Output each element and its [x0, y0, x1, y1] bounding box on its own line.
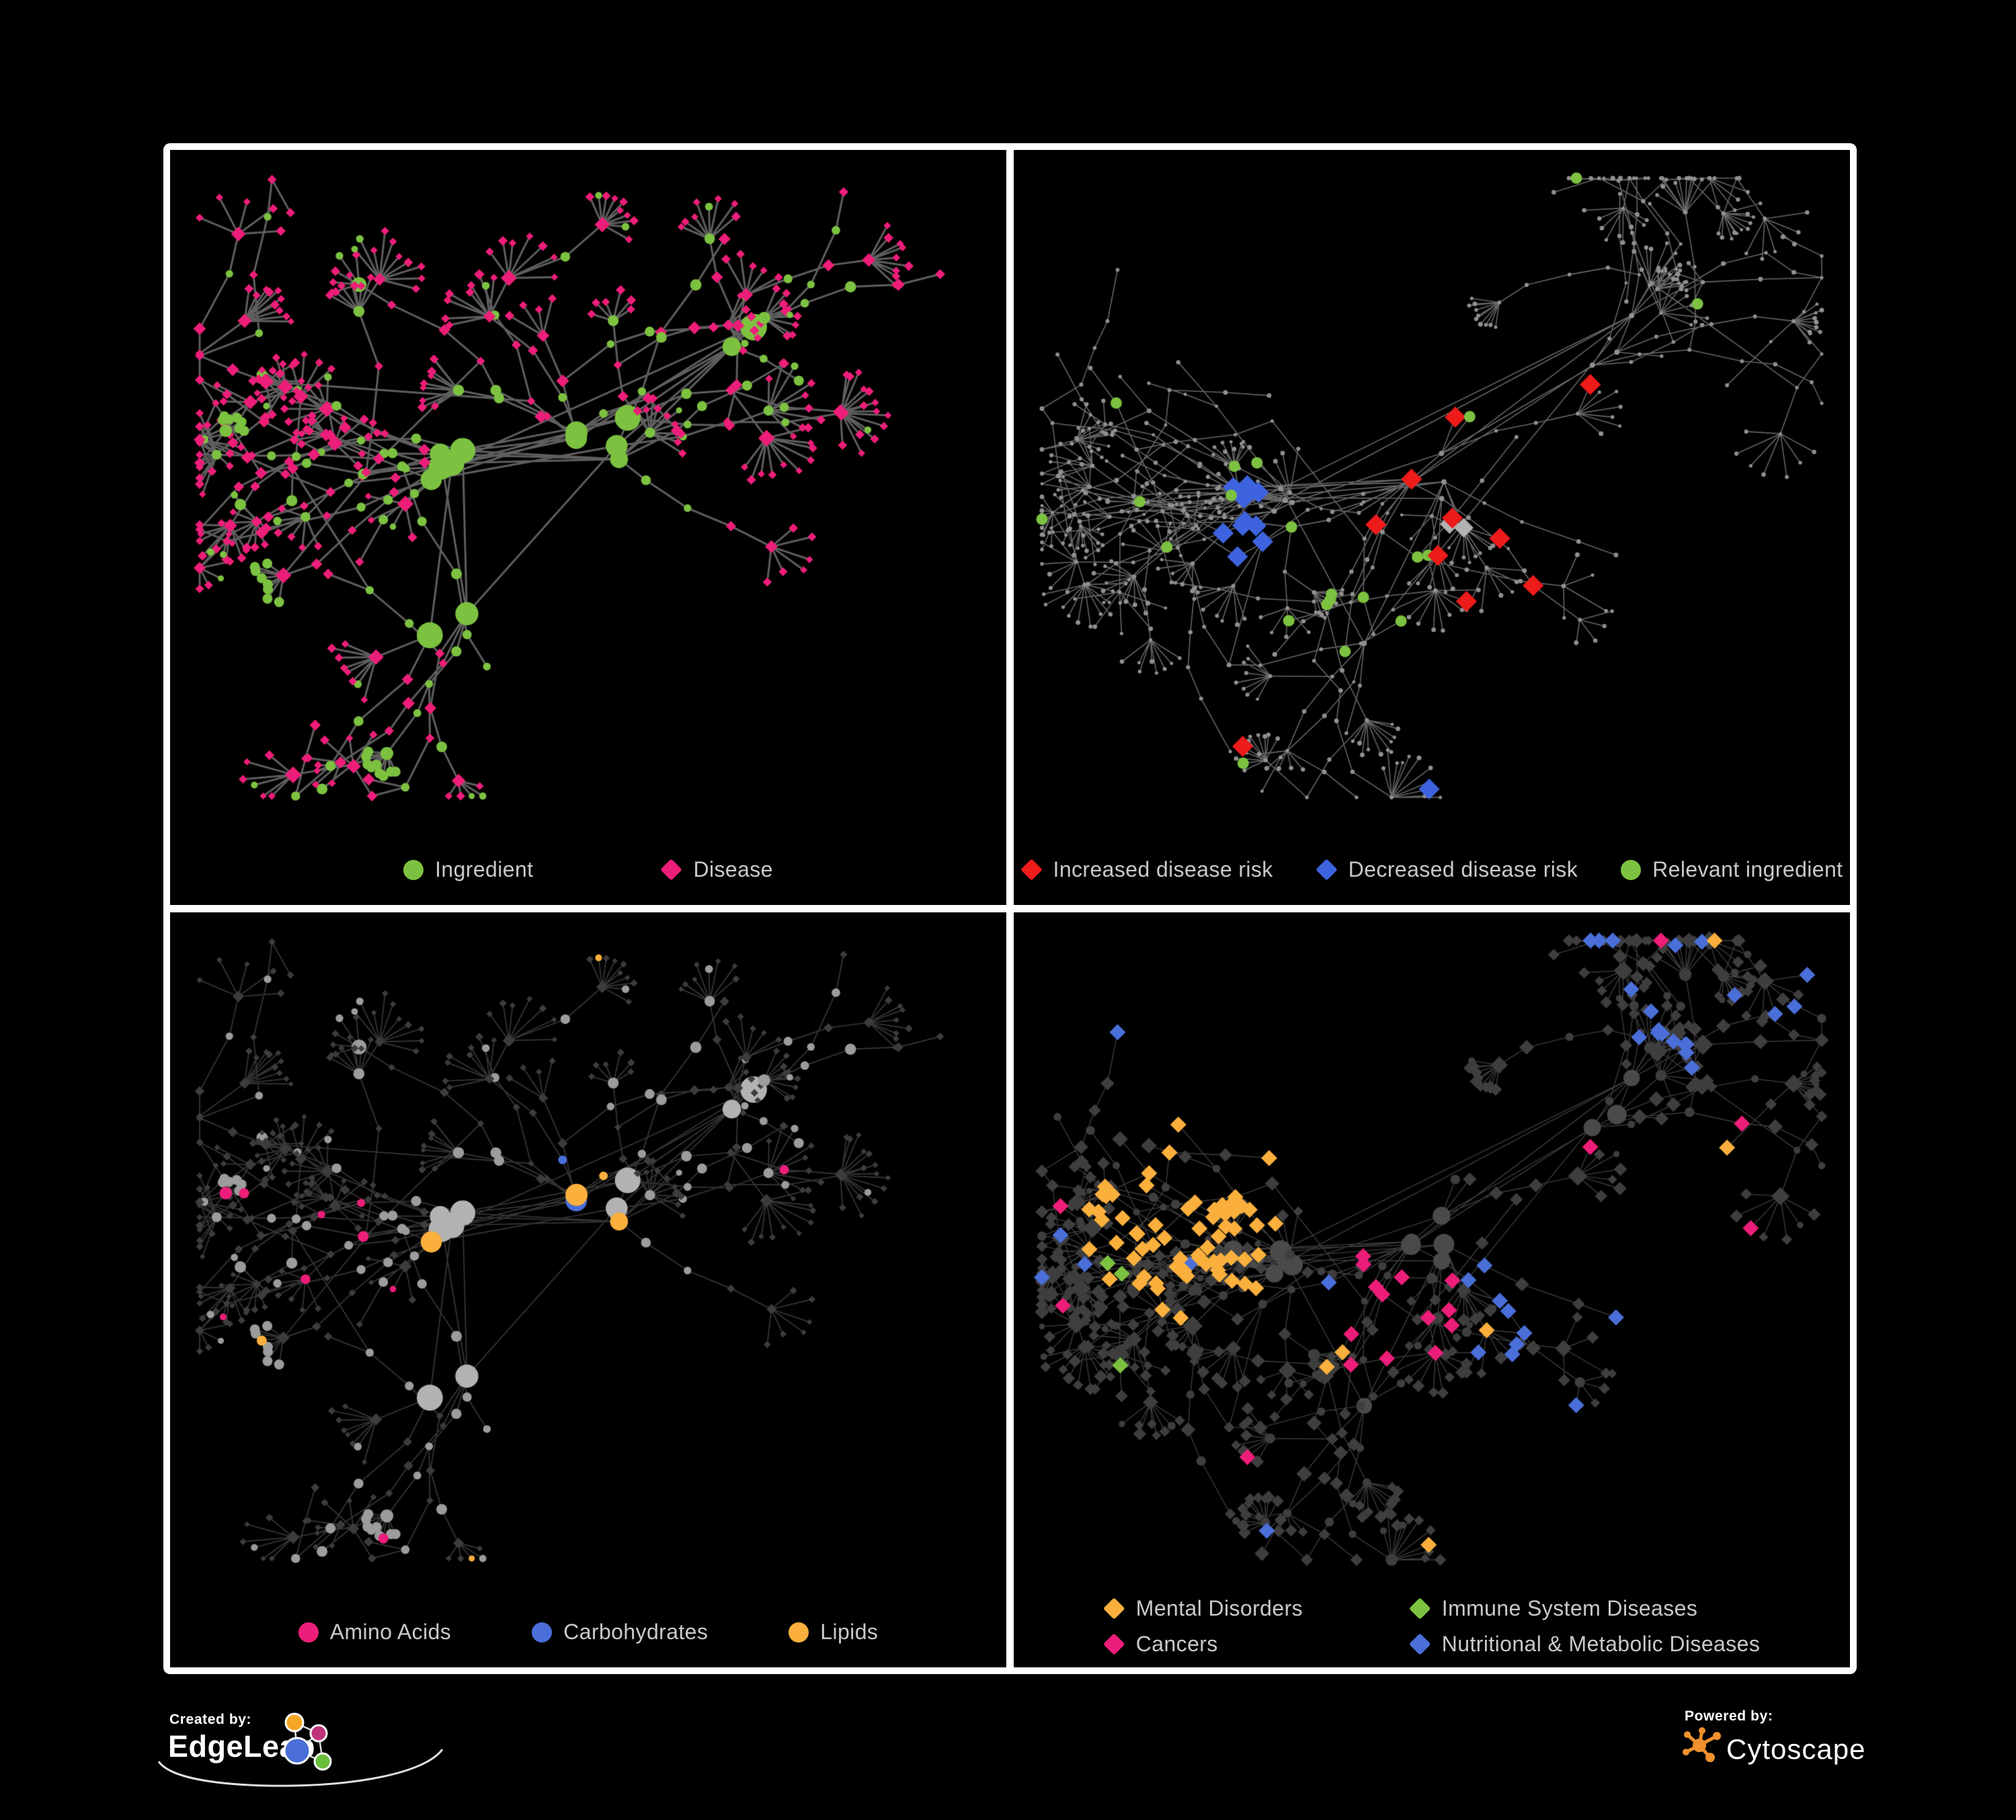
panel-disease-categories: Mental Disorders Immune System Diseases … — [1014, 912, 1850, 1667]
disease-diamond-icon — [660, 859, 683, 881]
carbohydrates-circle-icon — [532, 1622, 553, 1643]
legend-label: Ingredient — [435, 857, 534, 881]
cytoscape-wordmark: Cytoscape — [1726, 1733, 1866, 1765]
legend-label: Nutritional & Metabolic Diseases — [1441, 1632, 1761, 1656]
legend-label: Cancers — [1135, 1632, 1218, 1656]
edgeleap-swoosh — [157, 1749, 444, 1787]
amino-acids-circle-icon — [298, 1622, 319, 1643]
panel-macronutrients: Amino Acids Carbohydrates Lipids — [170, 912, 1006, 1667]
legend-label: Mental Disorders — [1135, 1596, 1303, 1620]
edgeleap-logo-icon — [283, 1712, 332, 1771]
legend-label: Carbohydrates — [563, 1620, 709, 1644]
macronutrients-legend: Amino Acids Carbohydrates Lipids — [170, 1620, 1006, 1645]
disease-categories-network-canvas — [1014, 912, 1850, 1667]
legend-item-immune-diseases: Immune System Diseases — [1409, 1596, 1760, 1621]
macronutrients-network-canvas — [170, 912, 1006, 1667]
legend-item-ingredient: Ingredient — [403, 857, 533, 882]
decreased-risk-diamond-icon — [1315, 859, 1338, 881]
disease-risk-legend: Increased disease risk Decreased disease… — [1014, 857, 1850, 882]
cancers-diamond-icon — [1103, 1633, 1125, 1655]
legend-item-lipids: Lipids — [789, 1620, 878, 1645]
legend-label: Increased disease risk — [1053, 857, 1273, 881]
legend-item-cancers: Cancers — [1103, 1632, 1410, 1657]
nutritional-metabolic-diamond-icon — [1409, 1633, 1431, 1655]
legend-item-mental-disorders: Mental Disorders — [1103, 1596, 1410, 1621]
legend-item-carbohydrates: Carbohydrates — [532, 1620, 708, 1645]
panel-grid: Ingredient Disease Increased disease ris… — [163, 143, 1857, 1674]
cytoscape-logo-icon — [1683, 1727, 1721, 1762]
powered-by-label: Powered by: — [1685, 1708, 1773, 1724]
created-by-label: Created by: — [169, 1712, 252, 1727]
ingredient-disease-network-canvas — [170, 150, 1006, 905]
increased-risk-diamond-icon — [1020, 859, 1043, 881]
legend-label: Lipids — [820, 1620, 879, 1644]
disease-risk-network-canvas — [1014, 150, 1850, 905]
mental-disorders-diamond-icon — [1103, 1597, 1125, 1620]
legend-label: Relevant ingredient — [1652, 857, 1843, 881]
legend-item-nutritional-metabolic: Nutritional & Metabolic Diseases — [1409, 1632, 1761, 1657]
relevant-ingredient-circle-icon — [1621, 859, 1642, 880]
lipids-circle-icon — [789, 1622, 809, 1643]
panel-ingredient-disease: Ingredient Disease — [170, 150, 1006, 905]
panel-disease-risk: Increased disease risk Decreased disease… — [1014, 150, 1850, 905]
legend-item-relevant-ingredient: Relevant ingredient — [1621, 857, 1843, 882]
legend-label: Disease — [693, 857, 773, 881]
ingredient-circle-icon — [403, 859, 424, 880]
legend-item-increased-risk: Increased disease risk — [1020, 857, 1273, 882]
legend-item-amino-acids: Amino Acids — [298, 1620, 451, 1645]
ingredient-disease-legend: Ingredient Disease — [170, 857, 1006, 882]
disease-categories-legend: Mental Disorders Immune System Diseases … — [1103, 1596, 1761, 1657]
legend-item-decreased-risk: Decreased disease risk — [1315, 857, 1578, 882]
immune-diseases-diamond-icon — [1409, 1597, 1431, 1620]
legend-label: Amino Acids — [329, 1620, 452, 1644]
legend-label: Decreased disease risk — [1348, 857, 1578, 881]
legend-item-disease: Disease — [660, 857, 773, 882]
legend-label: Immune System Diseases — [1441, 1596, 1698, 1620]
